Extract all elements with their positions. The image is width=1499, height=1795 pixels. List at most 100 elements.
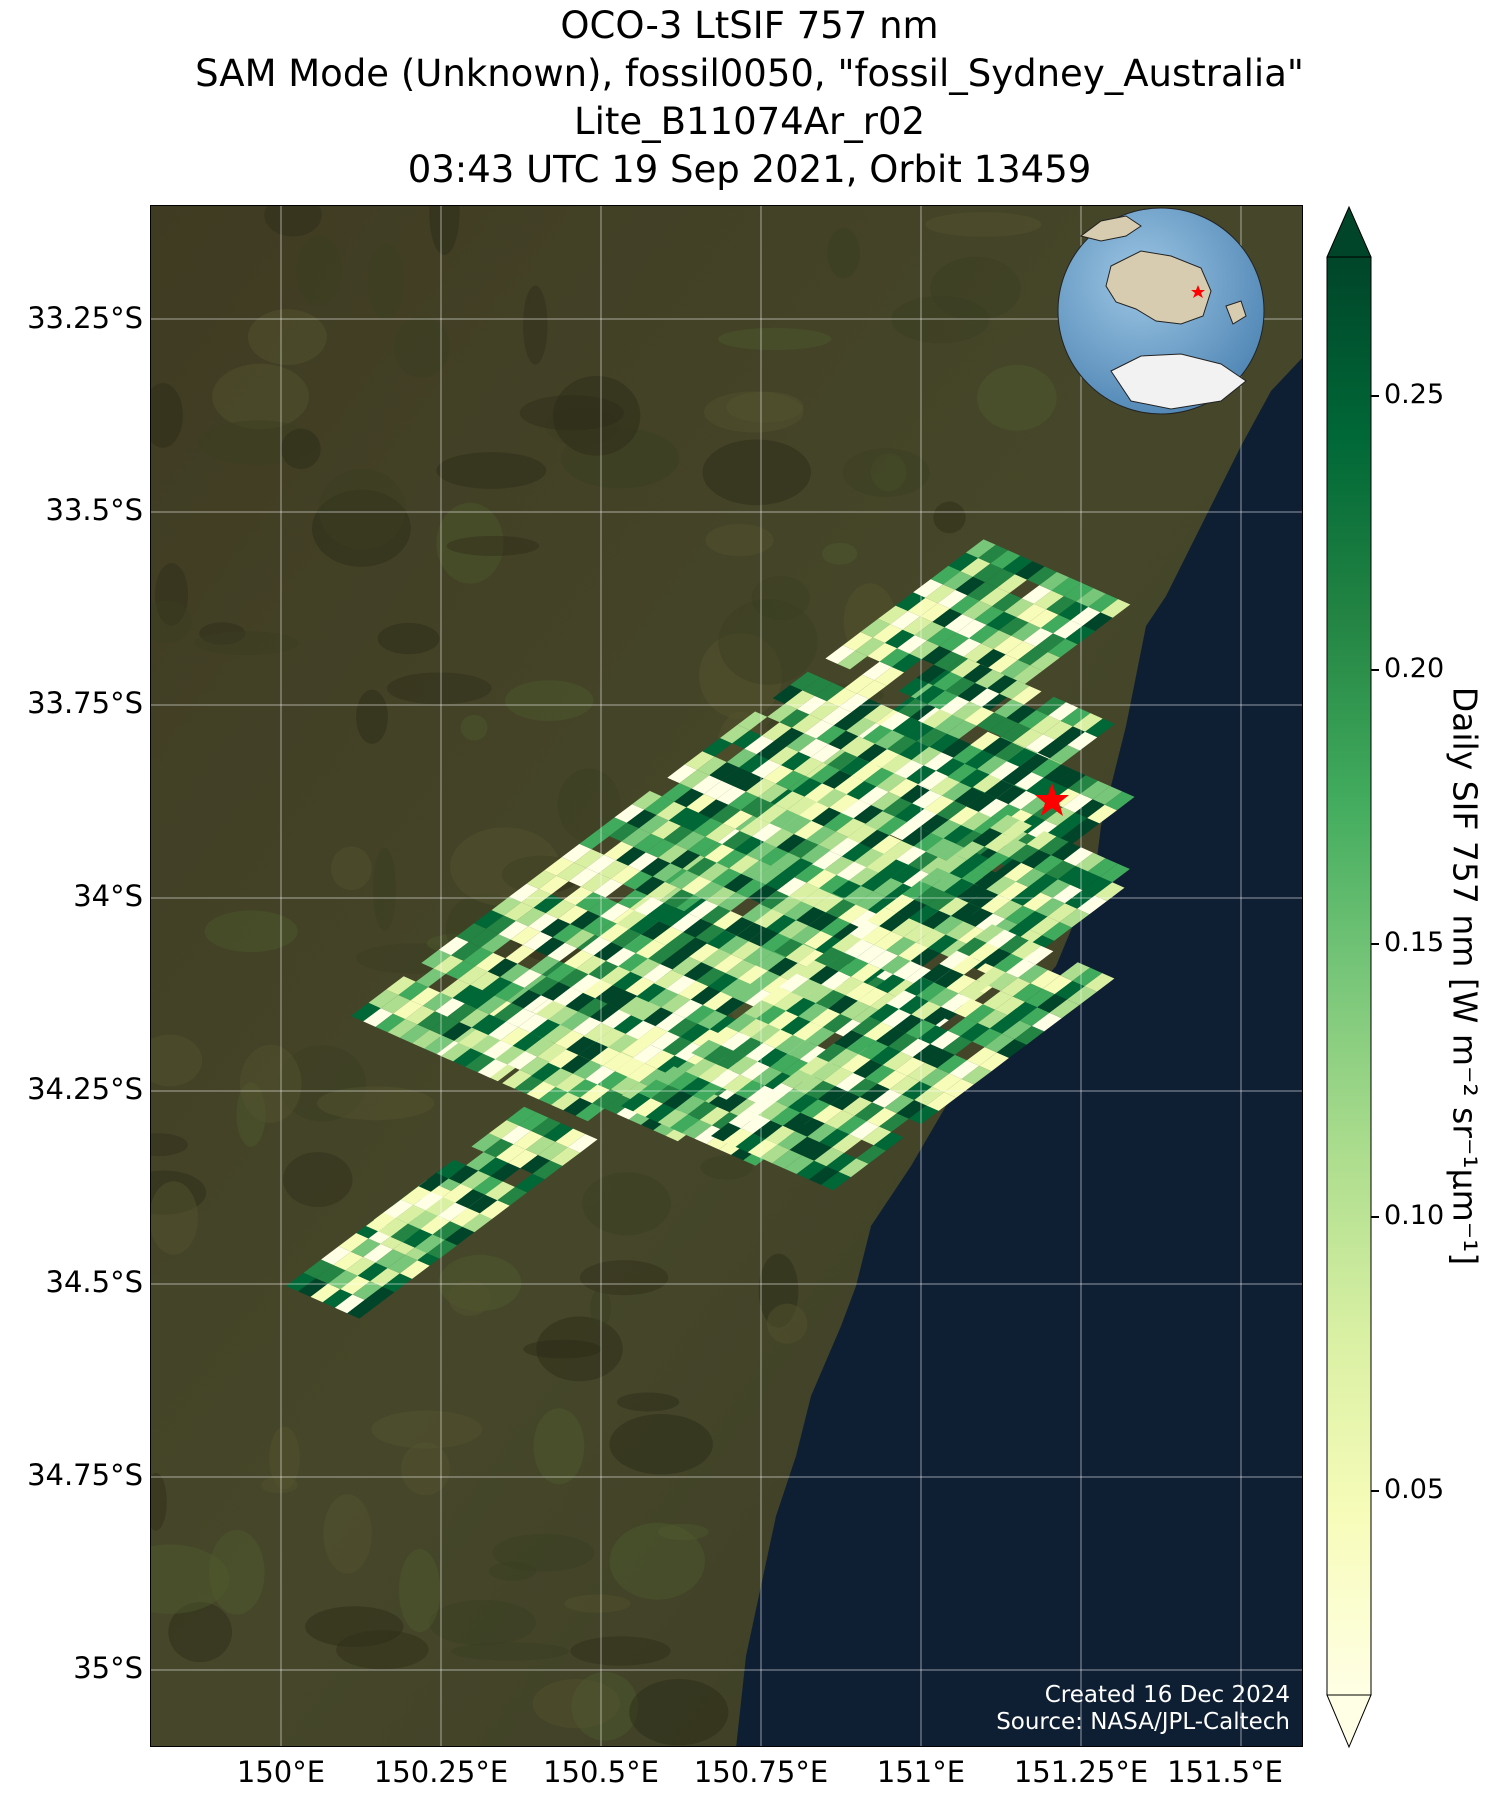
- sif-sounding-cell: [443, 1183, 473, 1203]
- sif-sounding-cell: [791, 979, 822, 998]
- terrain-patch: [705, 524, 774, 557]
- sif-sounding-cell: [965, 539, 996, 558]
- terrain-patch: [151, 1181, 198, 1255]
- sif-sounding-cell: [1027, 820, 1058, 839]
- sif-sounding-cell: [1072, 967, 1103, 987]
- sif-sounding-cell: [378, 1218, 408, 1237]
- sif-sounding-cell: [761, 933, 791, 953]
- sif-sounding-cell: [533, 894, 564, 914]
- sif-sounding-cell: [663, 825, 694, 845]
- sif-sounding-cell: [871, 791, 901, 811]
- map-canvas[interactable]: [151, 206, 1303, 1747]
- sif-sounding-cell: [988, 972, 1019, 991]
- sif-sounding-cell: [724, 917, 755, 936]
- sif-sounding-cell: [1067, 986, 1097, 1005]
- sif-sounding-cell: [1076, 588, 1106, 607]
- sif-sounding-cell: [1059, 908, 1090, 928]
- sif-sounding-cell: [743, 946, 774, 966]
- sif-sounding-cell: [544, 857, 575, 876]
- sif-sounding-cell: [946, 974, 977, 994]
- sif-sounding-cell: [908, 851, 939, 871]
- sif-sounding-cell: [843, 885, 874, 905]
- sif-sounding-cell: [796, 960, 827, 979]
- terrain-patch: [372, 847, 397, 931]
- sif-sounding-cell: [453, 1048, 483, 1067]
- sif-sounding-cell: [788, 839, 819, 859]
- sif-sounding-cell: [774, 727, 804, 747]
- terrain-patch: [151, 1544, 230, 1614]
- sif-sounding-cell: [737, 711, 768, 731]
- sif-sounding-cell: [934, 969, 964, 988]
- sif-sounding-cell: [816, 788, 847, 808]
- colorbar-upper-extend: [1326, 205, 1372, 258]
- colorbar-tick-label: 0.15: [1384, 927, 1445, 958]
- sif-sounding-cell: [925, 1049, 955, 1069]
- sif-sounding-cell: [861, 872, 891, 892]
- sif-sounding-cell: [728, 1109, 759, 1129]
- sif-sounding-cell: [441, 1042, 471, 1062]
- sif-sounding-cell: [286, 1272, 316, 1292]
- sif-sounding-cell: [944, 614, 975, 633]
- terrain-patch: [316, 1086, 435, 1121]
- sif-sounding-cell: [495, 1045, 526, 1065]
- sif-sounding-cell: [583, 1023, 614, 1042]
- sif-sounding-cell: [1047, 903, 1078, 922]
- map-panel[interactable]: Created 16 Dec 2024 Source: NASA/JPL-Cal…: [150, 205, 1303, 1747]
- sif-sounding-cell: [891, 653, 922, 673]
- sif-sounding-cell: [581, 936, 612, 956]
- sif-sounding-cell: [892, 717, 923, 736]
- sif-sounding-cell: [530, 1019, 561, 1038]
- sif-sounding-cell: [767, 703, 798, 723]
- sif-sounding-cell: [877, 816, 907, 836]
- sif-sounding-cell: [599, 923, 629, 943]
- sif-sounding-cell: [752, 1067, 783, 1086]
- sif-sounding-cell: [919, 814, 949, 833]
- sif-sounding-cell: [893, 1014, 924, 1034]
- sif-sounding-cell: [685, 1005, 716, 1024]
- sif-sounding-cell: [826, 688, 857, 707]
- sif-sounding-cell: [763, 1083, 794, 1102]
- terrain-patch: [154, 563, 189, 626]
- sif-sounding-cell: [896, 1100, 927, 1119]
- sif-sounding-cell: [671, 956, 702, 976]
- sif-sounding-cell: [552, 924, 583, 943]
- sif-sounding-cell: [1014, 1026, 1045, 1045]
- terrain-patch: [579, 1260, 669, 1296]
- sif-sounding-cell: [981, 630, 1012, 649]
- sif-sounding-cell: [974, 606, 1005, 625]
- sif-sounding-cell: [698, 799, 729, 819]
- terrain-patch: [489, 1561, 537, 1581]
- sif-sounding-cell: [616, 910, 647, 929]
- sif-sounding-cell: [651, 820, 681, 840]
- sif-sounding-cell: [793, 757, 824, 776]
- sif-sounding-cell: [761, 986, 792, 1006]
- sif-sounding-cell: [579, 830, 610, 850]
- sif-sounding-cell: [600, 966, 631, 985]
- terrain-patch: [436, 452, 547, 489]
- sif-sounding-cell: [704, 780, 734, 800]
- sif-sounding-cell: [769, 809, 800, 829]
- sif-sounding-cell: [970, 731, 1001, 751]
- sif-sounding-cell: [942, 1036, 973, 1055]
- sif-sounding-cell: [895, 1057, 925, 1076]
- sif-sounding-cell: [671, 913, 701, 933]
- sif-sounding-cell: [946, 720, 977, 739]
- sif-sounding-cell: [811, 807, 842, 827]
- sif-sounding-cell: [644, 796, 675, 815]
- sif-sounding-cell: [980, 894, 1011, 914]
- sif-sounding-cell: [1055, 769, 1086, 789]
- sif-sounding-cell: [363, 1243, 393, 1263]
- sif-sounding-cell: [387, 1254, 418, 1274]
- terrain-patch: [399, 1549, 441, 1633]
- sif-sounding-cell: [636, 983, 667, 1002]
- sif-sounding-cell: [916, 728, 947, 747]
- sif-sounding-cell: [1009, 844, 1039, 863]
- sif-sounding-cell: [775, 1088, 806, 1108]
- sif-sounding-cell: [934, 714, 965, 734]
- sif-sounding-cell: [902, 880, 932, 900]
- sif-sounding-cell: [607, 990, 638, 1010]
- sif-sounding-cell: [812, 1104, 843, 1124]
- sif-sounding-cell: [794, 864, 825, 883]
- sif-sounding-cell: [686, 794, 717, 813]
- sif-sounding-cell: [547, 942, 578, 962]
